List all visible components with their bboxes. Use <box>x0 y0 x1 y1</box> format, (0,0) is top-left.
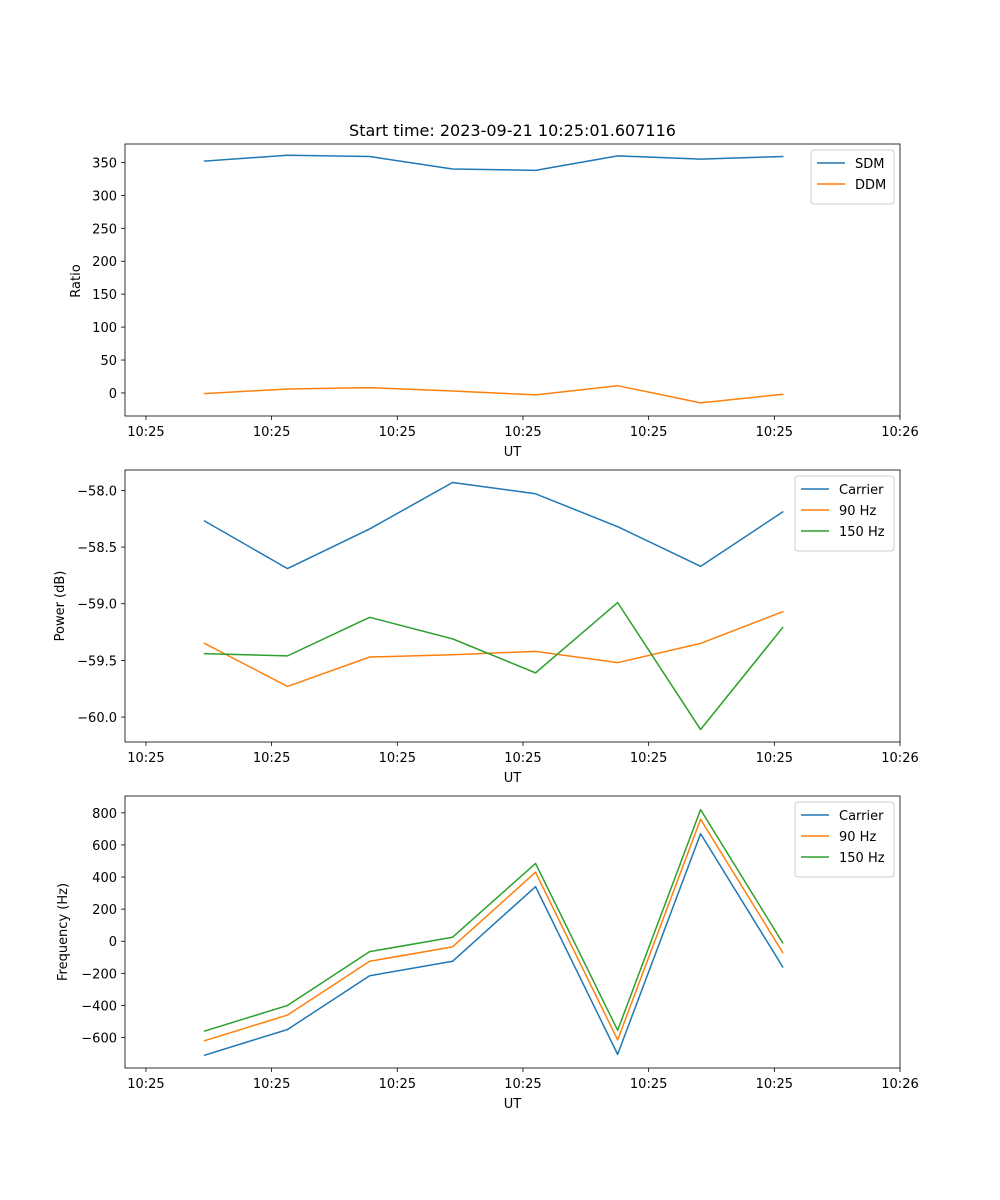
power-y-axis-label: Power (dB) <box>53 571 68 642</box>
ratio-series-ddm-line <box>203 384 784 404</box>
power-series-90-hz-line <box>203 610 784 688</box>
ratio-y-tick-label: 50 <box>100 354 117 369</box>
power-x-tick-label: 10:25 <box>630 751 667 766</box>
frequency-series-150-hz-line <box>203 808 784 1033</box>
power-x-axis-label: UT <box>504 771 522 786</box>
ratio-x-tick-label: 10:25 <box>756 425 793 440</box>
ratio-x-tick-label: 10:25 <box>379 425 416 440</box>
power-x-tick-label: 10:25 <box>504 751 541 766</box>
ratio-y-tick-label: 0 <box>109 387 117 402</box>
power-series-150-hz-line <box>203 601 784 731</box>
power-x-tick-label: 10:25 <box>253 751 290 766</box>
ratio-series-sdm-line <box>203 154 784 172</box>
frequency-plot-area: 10:25 10:25 10:25 10:25 10:25 10:25 10:26 −600 −… <box>81 795 919 1092</box>
power-legend-label-carrier: Carrier <box>839 483 884 498</box>
frequency-legend: Carrier 90 Hz 150 Hz <box>794 801 895 878</box>
power-y-tick-label: −58.5 <box>77 541 117 556</box>
power-panel: 10:25 10:25 10:25 10:25 10:25 10:25 10:26 −60.0… <box>53 469 919 786</box>
ratio-legend-label-ddm: DDM <box>855 178 886 193</box>
ratio-y-tick-label: 300 <box>92 189 117 204</box>
frequency-x-tick-label: 10:25 <box>127 1077 164 1092</box>
ratio-legend: SDM DDM <box>810 149 895 205</box>
frequency-y-tick-label: 400 <box>92 871 117 886</box>
ratio-y-tick-label: 250 <box>92 222 117 237</box>
ratio-y-tick-label: 200 <box>92 255 117 270</box>
frequency-y-tick-label: 800 <box>92 807 117 822</box>
ratio-panel: Start time: 2023-09-21 10:25:01.607116 1… <box>69 121 919 460</box>
power-y-tick-label: −60.0 <box>77 711 117 726</box>
frequency-x-tick-label: 10:25 <box>756 1077 793 1092</box>
frequency-series-carrier-line <box>203 832 784 1057</box>
frequency-legend-label-carrier: Carrier <box>839 809 884 824</box>
ratio-y-tick-label: 100 <box>92 321 117 336</box>
frequency-legend-box <box>794 801 895 878</box>
power-y-tick-label: −58.0 <box>77 484 117 499</box>
power-legend-box <box>794 475 895 552</box>
ratio-y-tick-label: 150 <box>92 288 117 303</box>
ratio-axes-frame <box>124 143 901 417</box>
power-legend: Carrier 90 Hz 150 Hz <box>794 475 895 552</box>
ratio-plot-area: 10:25 10:25 10:25 10:25 10:25 10:25 10:26 0 50 10… <box>92 143 919 440</box>
frequency-x-axis-label: UT <box>504 1097 522 1112</box>
power-series-carrier-line <box>203 481 784 570</box>
frequency-x-tick-label: 10:26 <box>881 1077 918 1092</box>
chart-title: Start time: 2023-09-21 10:25:01.607116 <box>349 121 676 140</box>
frequency-panel: 10:25 10:25 10:25 10:25 10:25 10:25 10:26 −600 −… <box>56 795 919 1112</box>
power-legend-label-90-hz: 90 Hz <box>839 504 876 519</box>
frequency-y-tick-label: −400 <box>81 999 117 1014</box>
power-y-tick-label: −59.0 <box>77 598 117 613</box>
ratio-x-tick-label: 10:25 <box>127 425 164 440</box>
frequency-x-tick-label: 10:25 <box>504 1077 541 1092</box>
frequency-y-axis-label: Frequency (Hz) <box>56 883 71 981</box>
power-axes-frame <box>124 469 901 743</box>
ratio-x-tick-label: 10:25 <box>253 425 290 440</box>
power-x-tick-label: 10:26 <box>881 751 918 766</box>
frequency-y-tick-label: 600 <box>92 839 117 854</box>
power-x-tick-label: 10:25 <box>756 751 793 766</box>
power-y-tick-label: −59.5 <box>77 654 117 669</box>
ratio-x-tick-label: 10:26 <box>881 425 918 440</box>
frequency-y-tick-label: 0 <box>109 935 117 950</box>
power-plot-area: 10:25 10:25 10:25 10:25 10:25 10:25 10:26 −60.0… <box>77 469 919 766</box>
frequency-y-tick-label: −200 <box>81 967 117 982</box>
frequency-series-90-hz-line <box>203 818 784 1042</box>
frequency-x-tick-label: 10:25 <box>630 1077 667 1092</box>
ratio-y-tick-label: 350 <box>92 156 117 171</box>
ratio-y-axis-label: Ratio <box>69 264 84 297</box>
ratio-x-axis-label: UT <box>504 445 522 460</box>
frequency-x-tick-label: 10:25 <box>379 1077 416 1092</box>
frequency-legend-label-90-hz: 90 Hz <box>839 830 876 845</box>
power-x-tick-label: 10:25 <box>379 751 416 766</box>
power-legend-label-150-hz: 150 Hz <box>839 525 885 540</box>
frequency-y-tick-label: 200 <box>92 903 117 918</box>
frequency-axes-frame <box>124 795 901 1069</box>
frequency-x-tick-label: 10:25 <box>253 1077 290 1092</box>
ratio-x-tick-label: 10:25 <box>504 425 541 440</box>
frequency-legend-label-150-hz: 150 Hz <box>839 851 885 866</box>
power-x-tick-label: 10:25 <box>127 751 164 766</box>
ratio-x-tick-label: 10:25 <box>630 425 667 440</box>
frequency-y-tick-label: −600 <box>81 1032 117 1047</box>
ratio-legend-label-sdm: SDM <box>855 157 884 172</box>
